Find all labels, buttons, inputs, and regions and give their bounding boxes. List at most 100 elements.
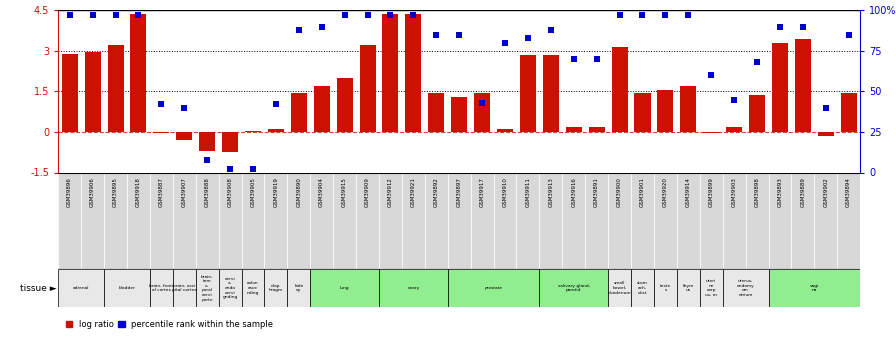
Text: GSM39902: GSM39902 [823, 177, 828, 207]
Bar [772, 43, 788, 132]
Text: GDS1085 / 25179: GDS1085 / 25179 [58, 0, 157, 1]
Point [704, 72, 719, 78]
Bar [402, 172, 425, 269]
Bar [818, 132, 834, 136]
Point [246, 167, 260, 172]
Bar [470, 172, 494, 269]
Point [544, 27, 558, 32]
Bar [245, 131, 261, 132]
Bar [631, 172, 654, 269]
Bar [177, 132, 193, 140]
Text: diap
hragm: diap hragm [269, 284, 283, 292]
Bar [337, 78, 353, 132]
Point [796, 24, 810, 29]
Bar [494, 172, 516, 269]
Bar [726, 127, 742, 132]
Text: lung: lung [340, 286, 349, 290]
Bar [242, 172, 264, 269]
Text: GSM39901: GSM39901 [640, 177, 645, 207]
Point [772, 24, 788, 29]
Text: vagi
na: vagi na [810, 284, 819, 292]
Bar [62, 53, 78, 132]
Text: GSM39894: GSM39894 [846, 177, 851, 207]
Point [383, 12, 398, 18]
Bar [127, 172, 150, 269]
Bar [242, 269, 264, 307]
Text: prostate: prostate [485, 286, 503, 290]
Text: GSM39895: GSM39895 [113, 177, 118, 207]
Point [635, 12, 650, 18]
Bar [153, 132, 169, 133]
Point [659, 12, 673, 18]
Text: GSM39906: GSM39906 [90, 177, 95, 207]
Bar [219, 269, 242, 307]
Bar [680, 86, 696, 132]
Text: GSM39893: GSM39893 [778, 177, 782, 207]
Bar [219, 172, 242, 269]
Bar [769, 172, 791, 269]
Bar [700, 172, 723, 269]
Bar [654, 172, 676, 269]
Bar [703, 132, 719, 133]
Bar [131, 14, 146, 132]
Bar [563, 172, 585, 269]
Text: uteri
ne
corp
us, m: uteri ne corp us, m [705, 279, 717, 297]
Text: thym
us: thym us [683, 284, 694, 292]
Text: bladder: bladder [118, 286, 135, 290]
Text: GSM39910: GSM39910 [503, 177, 507, 207]
Text: GSM39891: GSM39891 [594, 177, 599, 207]
Bar [520, 55, 536, 132]
Text: GSM39921: GSM39921 [411, 177, 416, 207]
Text: GSM39900: GSM39900 [617, 177, 622, 207]
Text: GSM39898: GSM39898 [754, 177, 760, 207]
Point [223, 167, 237, 172]
Text: GSM39888: GSM39888 [204, 177, 210, 207]
Text: GSM39918: GSM39918 [136, 177, 141, 207]
Bar [264, 269, 288, 307]
Text: salivary gland,
parotid: salivary gland, parotid [557, 284, 590, 292]
Bar [814, 172, 837, 269]
Text: GSM39916: GSM39916 [572, 177, 576, 207]
Bar [173, 172, 195, 269]
Point [613, 12, 627, 18]
Text: stom
ach,
duct: stom ach, duct [637, 282, 648, 295]
Bar [288, 172, 310, 269]
Bar [612, 47, 627, 132]
Text: GSM39913: GSM39913 [548, 177, 554, 207]
Text: brain, occi
pital cortex: brain, occi pital cortex [172, 284, 196, 292]
Bar [150, 172, 173, 269]
Bar [676, 172, 700, 269]
Bar [356, 172, 379, 269]
Bar [658, 90, 674, 132]
Bar [288, 269, 310, 307]
Text: GSM39889: GSM39889 [800, 177, 806, 207]
Point [819, 105, 833, 110]
Bar [745, 172, 769, 269]
Bar [516, 172, 539, 269]
Bar [723, 172, 745, 269]
Point [63, 12, 77, 18]
Bar [448, 269, 539, 307]
Point [360, 12, 375, 18]
Bar [700, 269, 723, 307]
Bar [543, 55, 559, 132]
Bar [585, 172, 608, 269]
Bar [749, 96, 765, 132]
Bar [58, 172, 82, 269]
Bar [795, 39, 811, 132]
Bar [631, 269, 654, 307]
Bar [791, 172, 814, 269]
Text: cervi
x,
endo
cervi
gnding: cervi x, endo cervi gnding [222, 277, 237, 299]
Point [292, 27, 306, 32]
Bar [425, 172, 448, 269]
Bar [291, 93, 306, 132]
Bar [104, 172, 127, 269]
Point [681, 12, 695, 18]
Bar [268, 129, 284, 132]
Text: GSM39912: GSM39912 [388, 177, 393, 207]
Text: GSM39919: GSM39919 [273, 177, 279, 207]
Point [269, 102, 283, 107]
Point [131, 12, 145, 18]
Bar [379, 172, 402, 269]
Bar [310, 172, 333, 269]
